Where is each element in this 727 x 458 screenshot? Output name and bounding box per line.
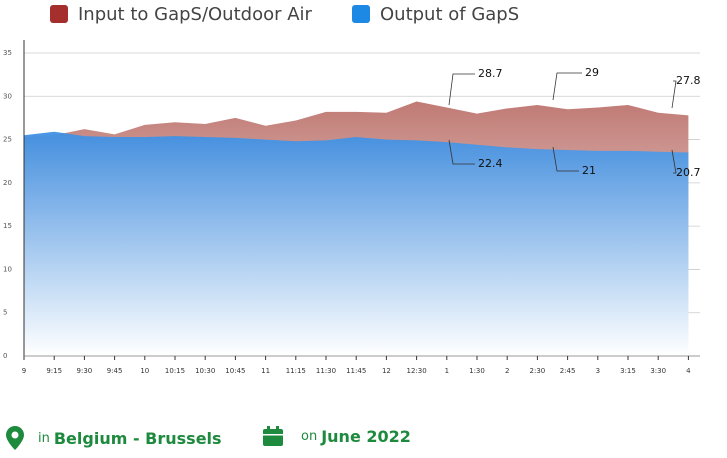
x-tick-label: 3 [596, 367, 600, 375]
legend-swatch [352, 5, 370, 23]
x-tick-label: 11 [261, 367, 270, 375]
annotation: 22.4 [478, 157, 503, 170]
chart: 0 5 10 15 20 25 30 35 9 9:15 9:30 9:45 10 10:15 10:30 1… [3, 4, 701, 375]
x-tick-label: 12:30 [407, 367, 427, 375]
x-tick-label: 3:15 [620, 367, 636, 375]
y-tick-label: 25 [3, 136, 12, 144]
annotation: 29 [585, 66, 599, 79]
annotation-line [448, 139, 475, 165]
date-prefix: on [301, 428, 318, 444]
x-tick-label: 10 [140, 367, 149, 375]
x-tick-label: 11:15 [286, 367, 306, 375]
x-tick-label: 2:30 [530, 367, 546, 375]
legend-label: Output of GapS [380, 4, 519, 25]
x-tick-label: 12 [382, 367, 391, 375]
x-tick-label: 9 [22, 367, 26, 375]
legend-label: Input to GapS/Outdoor Air [78, 4, 313, 25]
annotation-line [552, 72, 582, 101]
annotation: 21 [582, 164, 596, 177]
y-tick-label: 10 [3, 265, 12, 273]
calendar-icon [263, 426, 283, 446]
x-tick-label: 3:30 [650, 367, 666, 375]
y-tick-label: 20 [3, 179, 12, 187]
x-tick-label: 1:30 [469, 367, 485, 375]
x-tick-label: 10:30 [195, 367, 215, 375]
date-text: June 2022 [321, 426, 411, 446]
y-tick-label: 5 [3, 309, 7, 317]
y-tick-label: 15 [3, 222, 12, 230]
location-prefix: in [38, 430, 50, 446]
x-tick-label: 9:30 [77, 367, 93, 375]
y-tick-label: 35 [3, 49, 12, 57]
x-tick-label: 2:45 [560, 367, 576, 375]
annotation-line [448, 73, 475, 106]
x-tick-label: 11:30 [316, 367, 336, 375]
legend-swatch [50, 5, 68, 23]
annotation: 20.7 [676, 166, 701, 179]
annotation-line [552, 146, 579, 172]
location: in Belgium - Brussels [6, 426, 222, 450]
y-tick-label: 30 [3, 92, 12, 100]
x-tick-label: 10:45 [225, 367, 245, 375]
x-tick-label: 4 [686, 367, 691, 375]
x-tick-label: 9:15 [46, 367, 62, 375]
annotation: 27.8 [676, 74, 701, 87]
date: on June 2022 [263, 426, 411, 446]
annotation-line [671, 149, 677, 174]
annotation-line [671, 80, 677, 109]
annotation: 28.7 [478, 67, 503, 80]
x-tick-label: 9:45 [107, 367, 123, 375]
y-tick-label: 0 [3, 352, 7, 360]
x-tick-label: 11:45 [346, 367, 366, 375]
area [24, 131, 689, 356]
location-text: Belgium - Brussels [53, 428, 222, 448]
x-tick-label: 2 [505, 367, 509, 375]
x-tick-label: 10:15 [165, 367, 185, 375]
x-tick-label: 1 [445, 367, 449, 375]
pin-icon [6, 426, 24, 450]
